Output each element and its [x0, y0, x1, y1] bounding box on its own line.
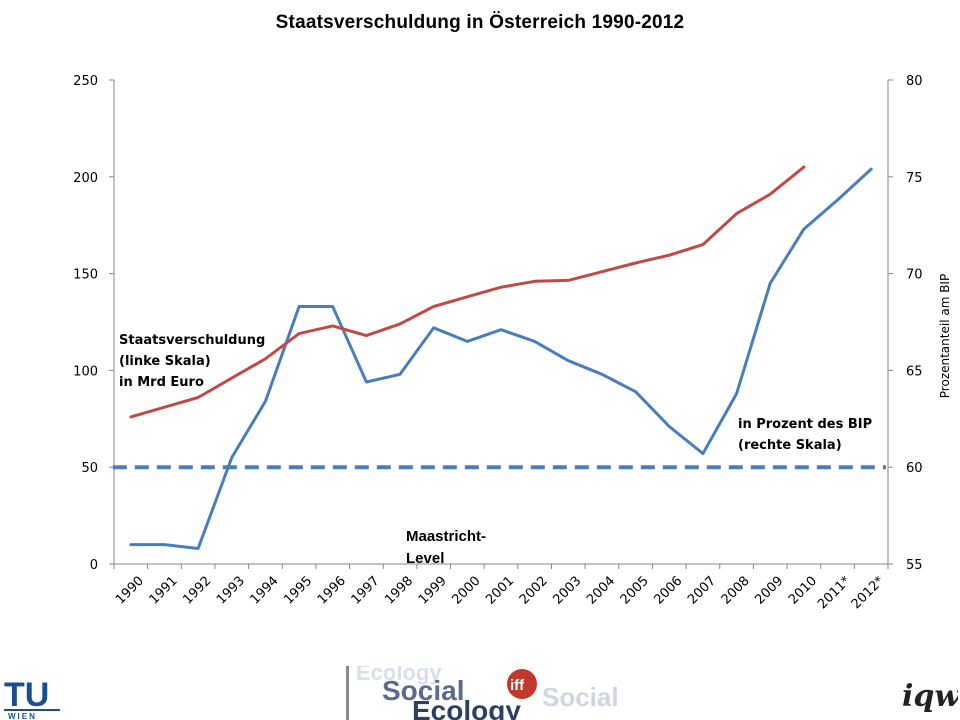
x-tick-label: 2005 — [618, 574, 652, 608]
y-right-tick-label: 80 — [906, 74, 923, 89]
y-left-tick-label: 200 — [73, 171, 98, 186]
series-line-percent-bip — [129, 167, 873, 550]
tu-wien-logo: TU WIEN — [4, 676, 60, 720]
y-left-tick-label: 50 — [81, 461, 98, 476]
y-left-tick-label: 100 — [73, 364, 98, 379]
x-tick-label: 1994 — [248, 574, 282, 608]
annotation-left-line-1: Staatsverschuldung — [119, 333, 266, 348]
y-left-tick-label: 0 — [90, 558, 98, 573]
y-right-tick-label: 70 — [906, 268, 923, 283]
right-axis-label: Prozentanteil am BIP — [938, 273, 952, 399]
annotation-right-line-1: in Prozent des BIP — [738, 417, 873, 432]
logo-word-social: Social — [382, 675, 464, 706]
x-tick-label: 1998 — [382, 574, 416, 608]
logo-word-iff: iff — [510, 677, 525, 694]
x-tick-label: 2007 — [685, 574, 719, 608]
y-right-tick-label: 65 — [906, 364, 923, 379]
iqw-logo-text: iqw — [902, 679, 958, 714]
x-tick-label: 1990 — [113, 574, 147, 608]
x-tick-label: 2004 — [584, 574, 618, 608]
logo-word-ecology: Ecology — [412, 695, 521, 720]
social-ecology-logo: Ecology Social Ecology Social iff — [346, 666, 680, 720]
y-left-tick-label: 250 — [73, 74, 98, 89]
maastricht-level-label: Maastricht-Level — [406, 528, 487, 567]
iff-badge-icon — [507, 669, 537, 699]
tu-logo-subtext: WIEN — [8, 712, 37, 720]
iqw-logo: iqw — [902, 679, 958, 714]
x-tick-label: 2003 — [550, 574, 584, 608]
x-tick-label: 2000 — [450, 574, 484, 608]
x-tick-label: 2001 — [483, 574, 517, 608]
annotation-right-line-2: (rechte Skala) — [738, 438, 842, 453]
annotation-left-scale: Staatsverschuldung (linke Skala) in Mrd … — [119, 330, 265, 393]
x-tick-label: 1997 — [349, 574, 383, 608]
x-tick-label: 1992 — [180, 574, 214, 608]
y-left-tick-label: 150 — [73, 268, 98, 283]
x-tick-label: 2009 — [752, 574, 786, 608]
annotation-left-line-3: in Mrd Euro — [119, 375, 204, 390]
x-tick-label: 1996 — [315, 574, 349, 608]
chart-marks — [112, 165, 886, 550]
tu-logo-text: TU — [4, 676, 49, 714]
y-right-tick-label: 60 — [906, 461, 923, 476]
y-right-tick-label: 55 — [906, 558, 923, 573]
annotation-right-scale: in Prozent des BIP (rechte Skala) — [738, 414, 872, 456]
x-tick-label: 2011* — [815, 573, 854, 612]
x-tick-label: 1991 — [147, 574, 181, 608]
logo-word-bg-2: Social — [542, 682, 619, 712]
chart-title: Staatsverschuldung in Österreich 1990-20… — [275, 12, 685, 33]
x-tick-label: 2006 — [651, 574, 685, 608]
series-line-debt-mrd-euro — [129, 165, 806, 419]
x-tick-label: 1993 — [214, 574, 248, 608]
x-tick-label: 2002 — [517, 574, 551, 608]
x-tick-label: 1999 — [416, 574, 450, 608]
y-right-tick-label: 75 — [906, 171, 923, 186]
x-tick-label: 1995 — [281, 574, 315, 608]
annotation-left-line-2: (linke Skala) — [119, 354, 211, 369]
x-tick-label: 2012* — [849, 573, 888, 612]
x-tick-label: 2008 — [719, 574, 753, 608]
logo-word-bg-1: Ecology — [356, 666, 442, 685]
